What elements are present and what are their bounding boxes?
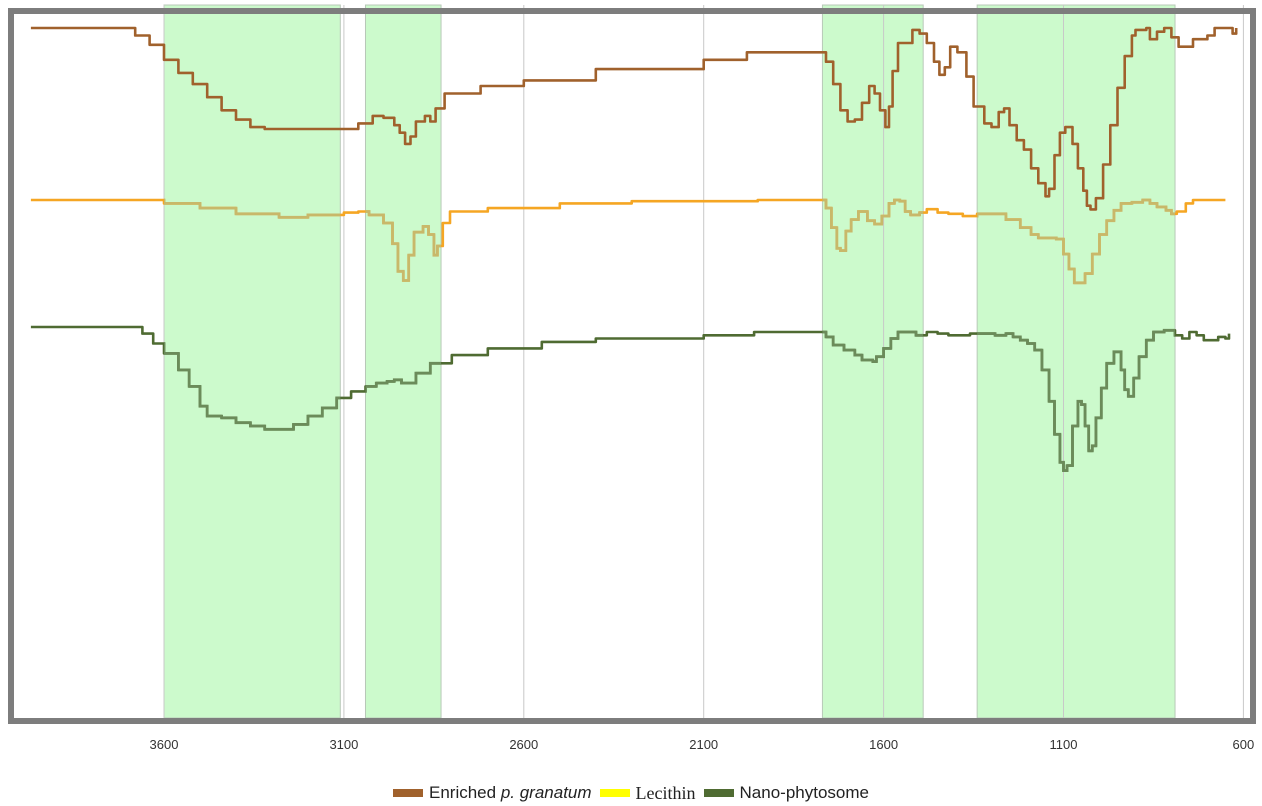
x-axis-ticks: 3600 3100 2600 2100 1600 1100 600 (150, 737, 1255, 752)
series-line-enriched (30, 26, 1238, 211)
x-tick-label-3100: 3100 (329, 737, 358, 752)
x-tick-label-2100: 2100 (689, 737, 718, 752)
highlight-band-1 (364, 4, 442, 719)
legend-item-enriched: Enriched p. granatum (392, 783, 592, 803)
vertical-gridlines (163, 5, 1244, 718)
legend-label-enriched-prefix: Enriched (428, 783, 501, 802)
legend: Enriched p. granatum Lecithin Nano-phyto… (0, 780, 1262, 806)
x-tick-label-1100: 1100 (1050, 737, 1078, 752)
legend-label-nano: Nano-phytosome (739, 783, 869, 802)
legend-swatch-enriched (392, 789, 423, 797)
legend-item-nano: Nano-phytosome (703, 783, 869, 803)
legend-swatch-lecithin (599, 789, 630, 797)
ftir-chart: 3600 3100 2600 2100 1600 1100 600 (8, 4, 1256, 752)
legend-item-lecithin: Lecithin (599, 782, 696, 804)
highlight-band-3 (976, 4, 1176, 719)
x-tick-label-600: 600 (1233, 737, 1255, 752)
series-overlay-nano (164, 325, 1176, 472)
x-tick-label-1600: 1600 (869, 737, 898, 752)
x-tick-label-3600: 3600 (150, 737, 179, 752)
highlight-band-0 (163, 4, 341, 719)
series-overlay-lecithin (164, 198, 1176, 285)
legend-swatch-nano (703, 789, 734, 797)
x-tick-label-2600: 2600 (509, 737, 538, 752)
highlight-bands (163, 4, 1176, 719)
legend-label-enriched-italic: p. granatum (500, 783, 592, 802)
plot-frame (8, 8, 1256, 724)
band-overlay-lines (164, 198, 1176, 472)
legend-label-lecithin: Lecithin (635, 782, 696, 803)
